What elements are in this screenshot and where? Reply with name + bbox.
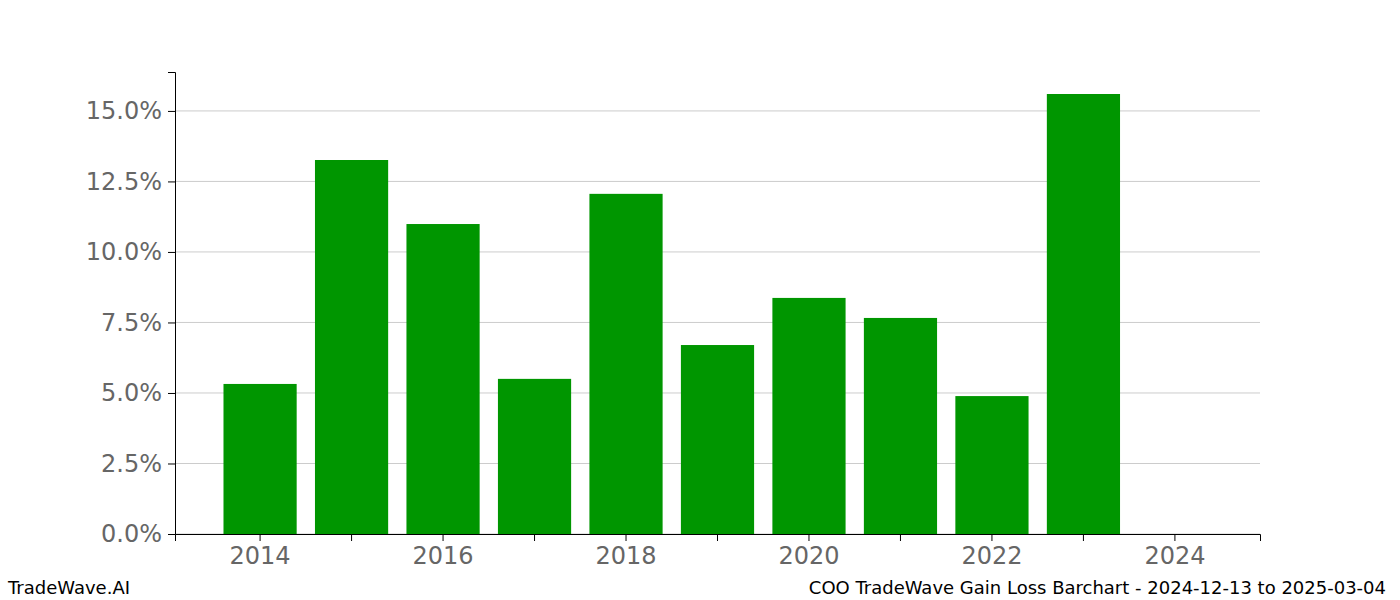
x-tick-mark	[991, 534, 992, 541]
x-tick: 2022	[961, 534, 1022, 570]
y-tick-mark	[168, 322, 175, 323]
y-tick: 0.0%	[101, 520, 175, 548]
x-tick	[534, 534, 535, 541]
x-axis-line	[176, 535, 1261, 542]
x-tick-label: 2014	[230, 542, 291, 570]
x-axis: 2014 2016 2018 2020 2022 2024	[176, 534, 1261, 570]
x-tick: 2024	[1144, 534, 1205, 570]
bar	[498, 379, 571, 534]
y-tick-label: 15.0%	[86, 97, 162, 125]
bar	[681, 345, 754, 534]
x-tick-mark	[443, 534, 444, 541]
x-tick	[351, 534, 352, 541]
chart: 0.0%2.5%5.0%7.5%10.0%12.5%15.0%201420162…	[0, 0, 1400, 600]
y-tick: 15.0%	[86, 97, 175, 125]
bar	[315, 160, 388, 534]
x-tick-label: 2018	[595, 542, 656, 570]
bar	[955, 396, 1028, 534]
y-tick-label: 2.5%	[101, 450, 162, 478]
x-tick-mark	[351, 534, 352, 541]
bar	[864, 318, 937, 534]
y-axis: 0.0% 2.5% 5.0% 7.5% 10.0% 12.5% 15.0%	[86, 73, 176, 549]
bar	[1047, 94, 1120, 534]
y-tick-mark	[168, 111, 175, 112]
footer-right: COO TradeWave Gain Loss Barchart - 2024-…	[809, 577, 1386, 598]
y-tick-mark	[168, 393, 175, 394]
x-tick	[900, 534, 901, 541]
x-tick: 2016	[413, 534, 474, 570]
x-tick-mark	[1174, 534, 1175, 541]
x-tick	[1083, 534, 1084, 541]
x-tick-mark	[808, 534, 809, 541]
y-tick-label: 5.0%	[101, 379, 162, 407]
x-tick-mark	[900, 534, 901, 541]
y-tick-mark	[168, 463, 175, 464]
y-tick-label: 12.5%	[86, 168, 162, 196]
y-tick: 2.5%	[101, 450, 175, 478]
x-tick-label: 2024	[1144, 542, 1205, 570]
x-tick-mark	[626, 534, 627, 541]
x-tick: 2014	[230, 534, 291, 570]
x-tick-mark	[1083, 534, 1084, 541]
y-tick-label: 7.5%	[101, 309, 162, 337]
y-tick-mark	[168, 181, 175, 182]
bar	[406, 224, 479, 534]
x-tick-mark	[717, 534, 718, 541]
y-tick-mark	[168, 534, 175, 535]
y-axis-line	[168, 73, 176, 535]
footer-left: TradeWave.AI	[7, 577, 130, 598]
y-tick: 10.0%	[86, 238, 175, 266]
y-tick: 5.0%	[101, 379, 175, 407]
bar	[589, 194, 662, 534]
y-tick-label: 10.0%	[86, 238, 162, 266]
x-tick-label: 2016	[413, 542, 474, 570]
x-tick: 2018	[595, 534, 656, 570]
y-tick: 12.5%	[86, 168, 175, 196]
y-tick-mark	[168, 252, 175, 253]
bar	[223, 384, 296, 534]
y-tick-label: 0.0%	[101, 520, 162, 548]
bars	[223, 94, 1120, 534]
bar	[772, 298, 845, 534]
x-tick-mark	[260, 534, 261, 541]
x-tick-mark	[534, 534, 535, 541]
x-tick-label: 2020	[778, 542, 839, 570]
y-tick: 7.5%	[101, 309, 175, 337]
x-tick-label: 2022	[961, 542, 1022, 570]
x-tick: 2020	[778, 534, 839, 570]
x-tick	[717, 534, 718, 541]
